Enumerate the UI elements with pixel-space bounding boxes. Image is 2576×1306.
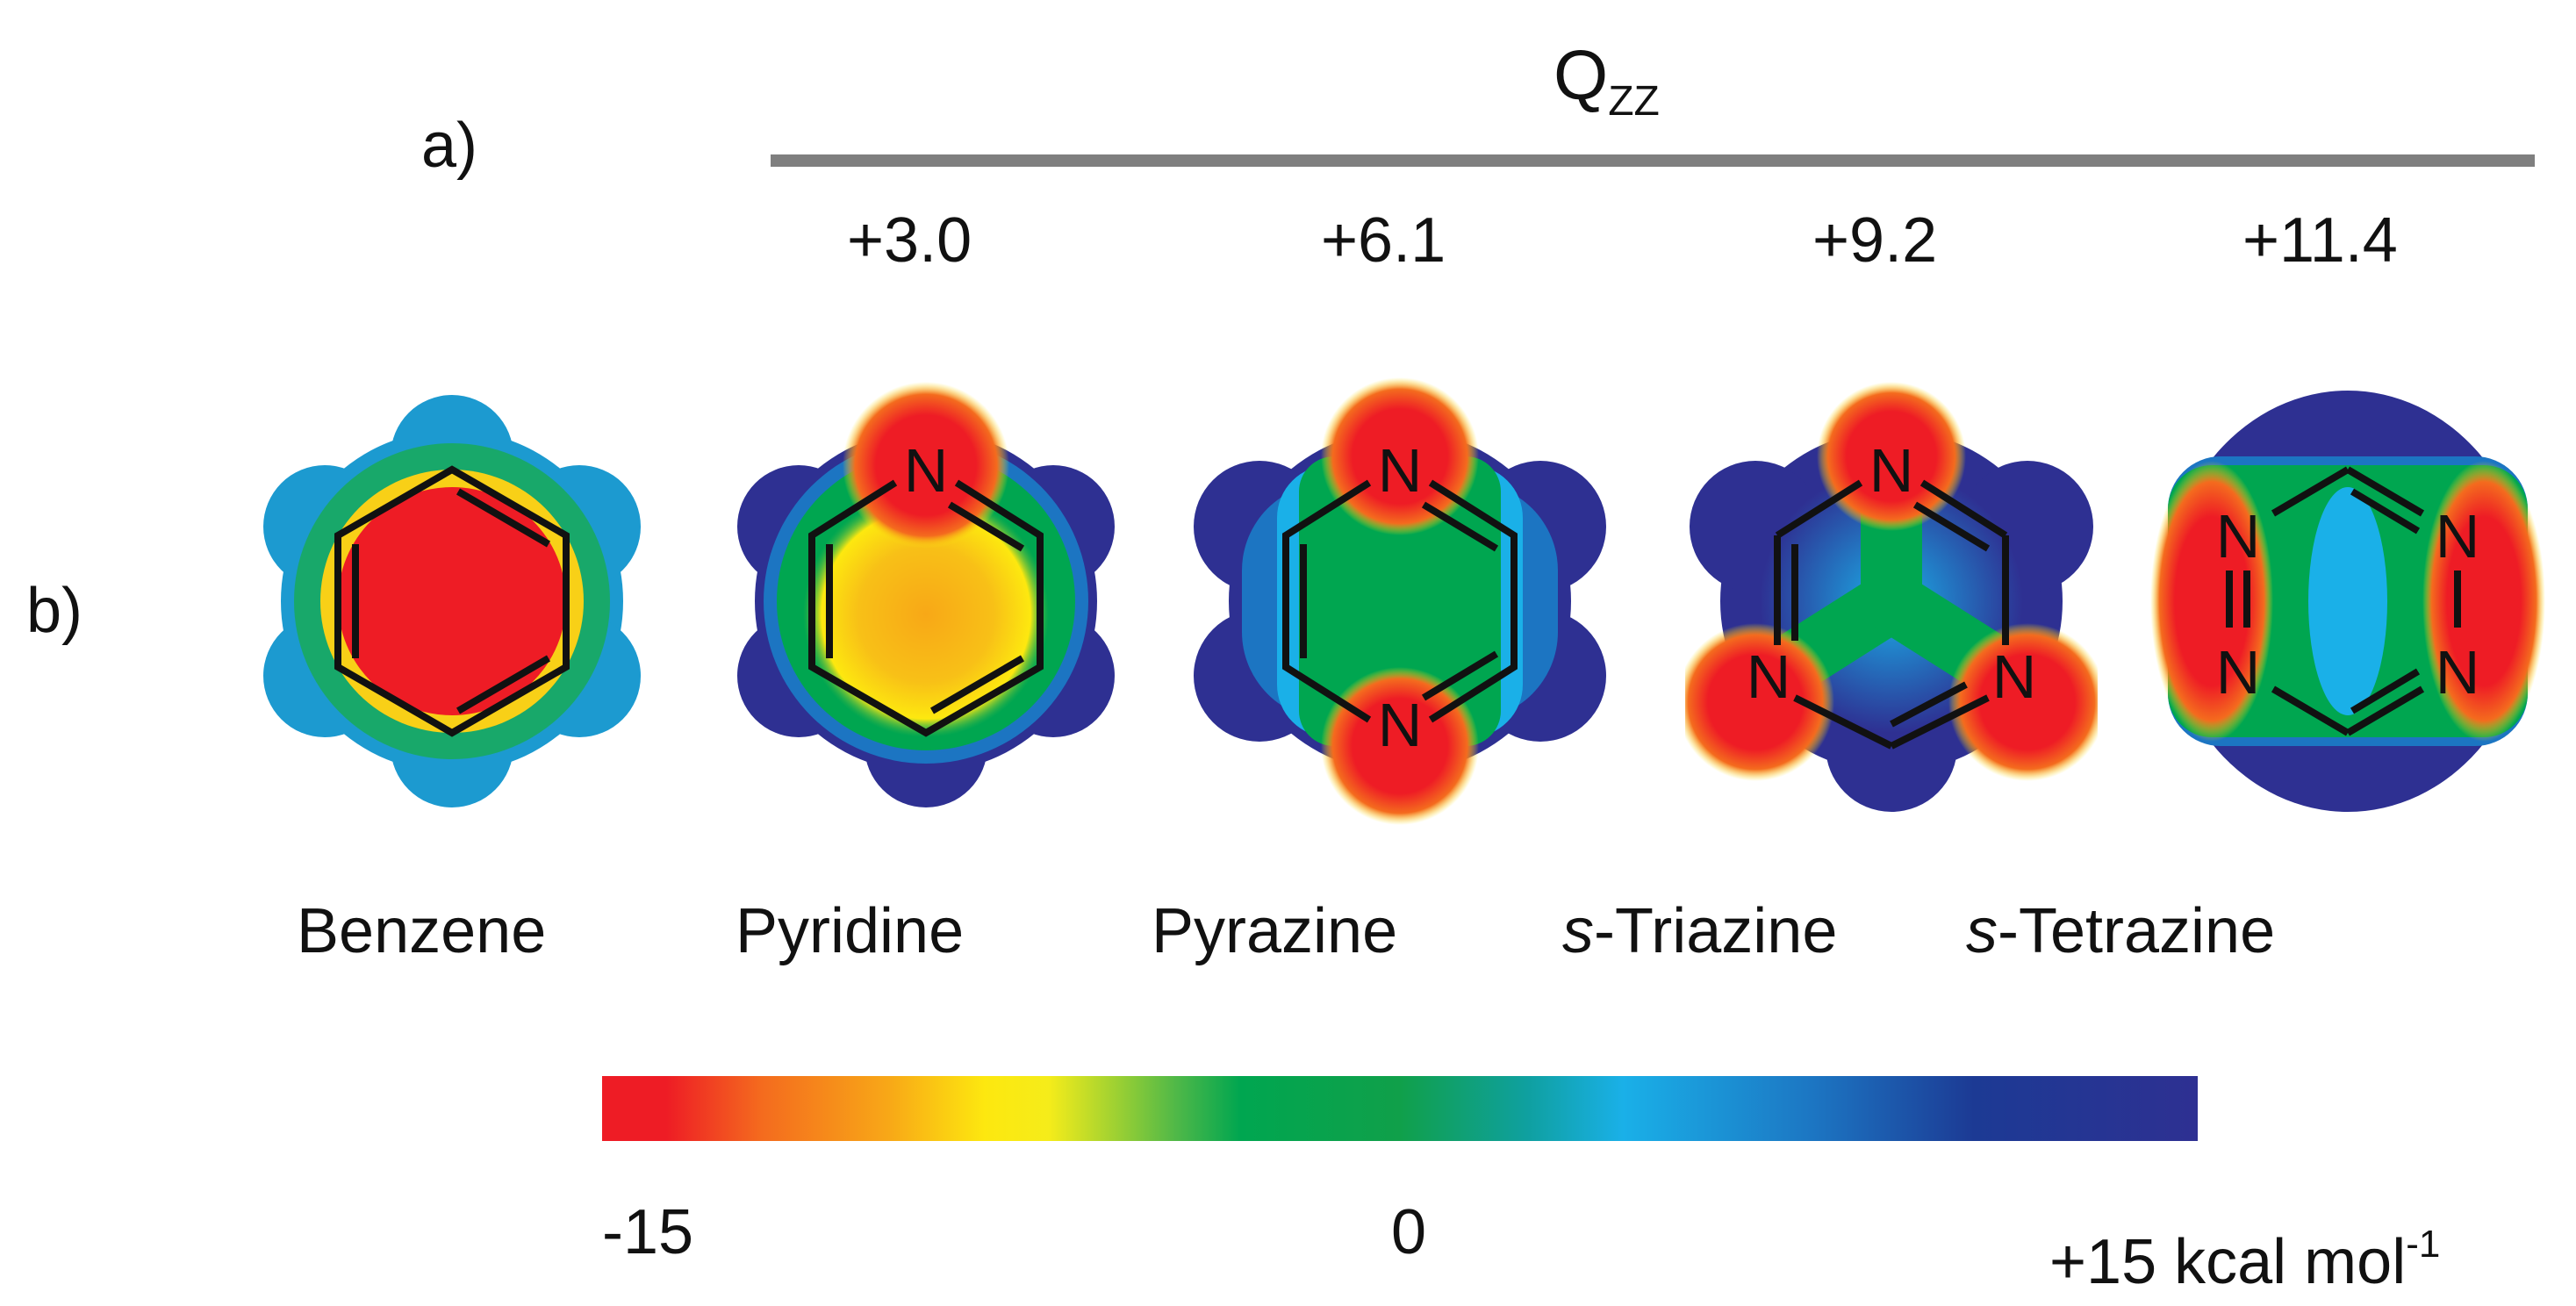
pyrazine-structure bbox=[1282, 479, 1518, 723]
triazine-esp-map: N N N bbox=[1685, 382, 2098, 812]
pyridine-structure bbox=[808, 479, 1044, 737]
molecule-name-benzene: Benzene bbox=[297, 900, 546, 963]
pyridine-n-atom: N bbox=[904, 436, 949, 505]
tetrazine-esp-map: N N N N bbox=[2150, 391, 2545, 812]
pyrazine-esp-map: N N bbox=[1194, 377, 1606, 825]
pyrazine-n-atom-bottom: N bbox=[1378, 691, 1423, 759]
molecule-name-pyrazine: Pyrazine bbox=[1152, 900, 1397, 963]
molecule-label: Pyridine bbox=[735, 896, 965, 966]
tetrazine-n-atom-3: N bbox=[2216, 638, 2261, 707]
tetrazine-n-atom-2: N bbox=[2436, 502, 2480, 570]
scale-max-label: +15 kcal mol-1 bbox=[2049, 1223, 2441, 1297]
q-value-triazine: +9.2 bbox=[1812, 205, 1938, 276]
q-value-tetrazine: +11.4 bbox=[2242, 205, 2398, 276]
benzene-esp-map bbox=[263, 395, 641, 807]
scale-min-label: -15 bbox=[602, 1197, 694, 1267]
qzz-axis-bar bbox=[771, 154, 2535, 167]
benzene-structure bbox=[334, 465, 570, 737]
triazine-structure bbox=[1774, 479, 2009, 750]
scale-max-superscript: -1 bbox=[2406, 1223, 2441, 1266]
triazine-n-atom-left: N bbox=[1747, 642, 1791, 711]
triazine-n-atom-top: N bbox=[1869, 436, 1914, 505]
molecule-prefix: s bbox=[1966, 896, 1998, 966]
q-value-pyridine: +6.1 bbox=[1321, 205, 1446, 276]
molecule-label: -Triazine bbox=[1594, 896, 1838, 966]
q-value-benzene: +3.0 bbox=[847, 205, 972, 276]
tetrazine-n-atom-1: N bbox=[2216, 502, 2261, 570]
scale-max-text: +15 kcal mol bbox=[2049, 1227, 2407, 1297]
scale-mid-label: 0 bbox=[1391, 1197, 1427, 1267]
molecule-prefix: s bbox=[1562, 896, 1594, 966]
molecule-label: Pyrazine bbox=[1152, 896, 1398, 966]
molecule-label: Benzene bbox=[297, 896, 547, 966]
molecule-label: -Tetrazine bbox=[1998, 896, 2276, 966]
molecule-name-pyridine: Pyridine bbox=[735, 900, 964, 963]
molecule-name-tetrazine: s-Tetrazine bbox=[1966, 900, 2275, 963]
qzz-title: QZZ bbox=[1553, 40, 1660, 123]
esp-color-scale bbox=[602, 1076, 2198, 1141]
pyridine-esp-map: N bbox=[737, 382, 1115, 807]
esp-surface bbox=[263, 395, 641, 807]
esp-surface bbox=[2150, 391, 2545, 812]
panel-a-label: a) bbox=[421, 111, 478, 181]
qzz-subscript: ZZ bbox=[1608, 78, 1660, 125]
tetrazine-n-atom-4: N bbox=[2436, 638, 2480, 707]
tetrazine-structure bbox=[2226, 466, 2461, 736]
molecule-name-triazine: s-Triazine bbox=[1562, 900, 1837, 963]
triazine-n-atom-right: N bbox=[1992, 642, 2037, 711]
panel-b-label: b) bbox=[26, 576, 83, 646]
pyrazine-n-atom-top: N bbox=[1378, 436, 1423, 505]
qzz-symbol: Q bbox=[1553, 36, 1609, 114]
